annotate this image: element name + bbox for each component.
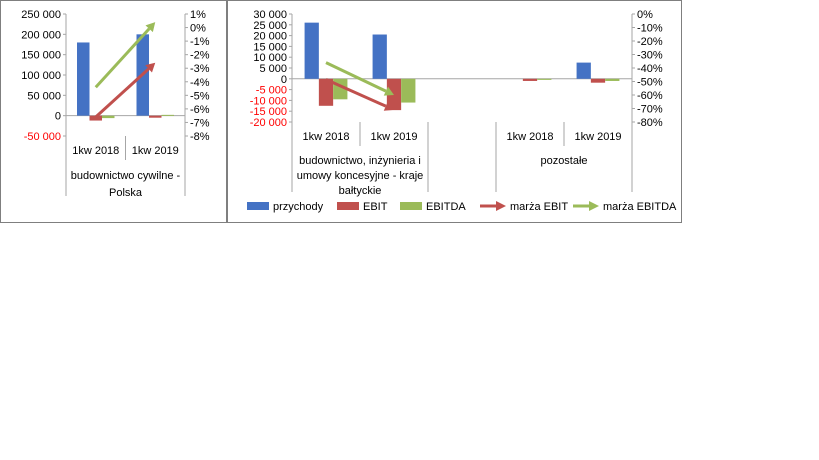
group-label: Polska: [109, 187, 143, 199]
line-marża-ebit: [94, 67, 150, 119]
chart1-frame: [0, 0, 227, 223]
legend-swatch-ebit: [337, 202, 359, 210]
right-tick-label: -6%: [190, 104, 210, 116]
right-tick-label: -7%: [190, 117, 210, 129]
left-tick-label: -15 000: [250, 106, 287, 118]
right-tick-label: -20%: [637, 36, 663, 48]
group-label: pozostałe: [540, 155, 587, 167]
right-tick-label: -2%: [190, 50, 210, 62]
right-tick-label: 1%: [190, 9, 206, 21]
legend-swatch-ebitda: [400, 202, 422, 210]
left-tick-label: 100 000: [21, 70, 61, 82]
left-tick-label: 50 000: [27, 90, 61, 102]
bar-ebit: [318, 78, 334, 106]
left-tick-label: 0: [281, 74, 287, 86]
bar-przychody: [77, 42, 90, 116]
left-tick-label: 200 000: [21, 29, 61, 41]
right-tick-label: -80%: [637, 117, 663, 129]
arrow-head: [145, 22, 156, 33]
group-label: budownictwo cywilne -: [71, 170, 181, 182]
legend-label: przychody: [273, 201, 324, 213]
bar-przychody: [372, 34, 387, 79]
right-tick-label: -5%: [190, 90, 210, 102]
bar-ebitda: [537, 78, 552, 80]
legend-label: EBITDA: [426, 201, 466, 213]
left-tick-label: -5 000: [256, 85, 287, 97]
left-tick-label: 25 000: [253, 20, 287, 32]
bar-ebitda: [401, 78, 416, 103]
right-tick-label: -60%: [637, 90, 663, 102]
right-tick-label: -8%: [190, 131, 210, 143]
left-tick-label: 10 000: [253, 52, 287, 64]
bar-przychody: [304, 22, 319, 79]
category-label: 1kw 2019: [574, 131, 621, 143]
right-tick-label: -3%: [190, 63, 210, 75]
right-tick-label: -30%: [637, 50, 663, 62]
right-tick-label: -10%: [637, 23, 663, 35]
right-tick-label: -50%: [637, 77, 663, 89]
bar-ebit: [590, 78, 606, 83]
arrow-head: [383, 86, 394, 96]
category-label: 1kw 2018: [302, 131, 349, 143]
group-label: umowy koncesyjne - kraje: [297, 170, 424, 182]
group-label: bałtyckie: [339, 185, 382, 197]
right-tick-label: 0%: [637, 9, 653, 21]
left-tick-label: 0: [55, 111, 61, 123]
line-marża-ebitda: [325, 61, 387, 93]
chart1-plot: -50 000 0 50 000 100 000 150 000 200 000 250 0…: [21, 9, 210, 199]
left-tick-label: 250 000: [21, 9, 61, 21]
legend-label: marża EBITDA: [603, 201, 677, 213]
right-tick-label: -1%: [190, 36, 210, 48]
left-tick-label: 20 000: [253, 31, 287, 43]
left-tick-label: -20 000: [250, 117, 287, 129]
category-label: 1kw 2018: [506, 131, 553, 143]
right-tick-label: -4%: [190, 77, 210, 89]
line-marża-ebit: [325, 78, 387, 108]
group-label: budownictwo, inżynieria i: [299, 155, 421, 167]
left-tick-label: 5 000: [259, 63, 287, 75]
legend: przychody EBIT EBITDA marża EBIT marża EBITD…: [247, 201, 677, 213]
right-tick-label: -40%: [637, 63, 663, 75]
category-label: 1kw 2019: [370, 131, 417, 143]
legend-label: EBIT: [363, 201, 388, 213]
chart2-frame: [227, 0, 682, 223]
left-tick-label: 15 000: [253, 41, 287, 53]
line-marża-ebitda: [94, 27, 151, 89]
left-tick-label: 150 000: [21, 50, 61, 62]
right-tick-label: -70%: [637, 104, 663, 116]
left-tick-label: -50 000: [24, 131, 61, 143]
left-tick-label: 30 000: [253, 9, 287, 21]
bar-ebitda: [605, 78, 620, 81]
bar-ebit: [149, 115, 162, 118]
bar-ebit: [89, 115, 102, 121]
legend-swatch-przychody: [247, 202, 269, 210]
bar-ebitda: [161, 114, 174, 116]
legend-arrow-head: [496, 201, 506, 211]
right-tick-label: 0%: [190, 23, 206, 35]
bar-przychody: [576, 62, 591, 79]
bar-ebitda: [101, 115, 115, 119]
bar-ebit: [522, 78, 538, 81]
arrow-head: [145, 62, 156, 73]
category-label: 1kw 2018: [72, 145, 119, 157]
left-tick-label: -10 000: [250, 95, 287, 107]
bar-ebit: [386, 78, 402, 111]
legend-arrow-head: [589, 201, 599, 211]
arrow-head: [383, 101, 394, 111]
category-label: 1kw 2019: [132, 145, 179, 157]
legend-label: marża EBIT: [510, 201, 568, 213]
